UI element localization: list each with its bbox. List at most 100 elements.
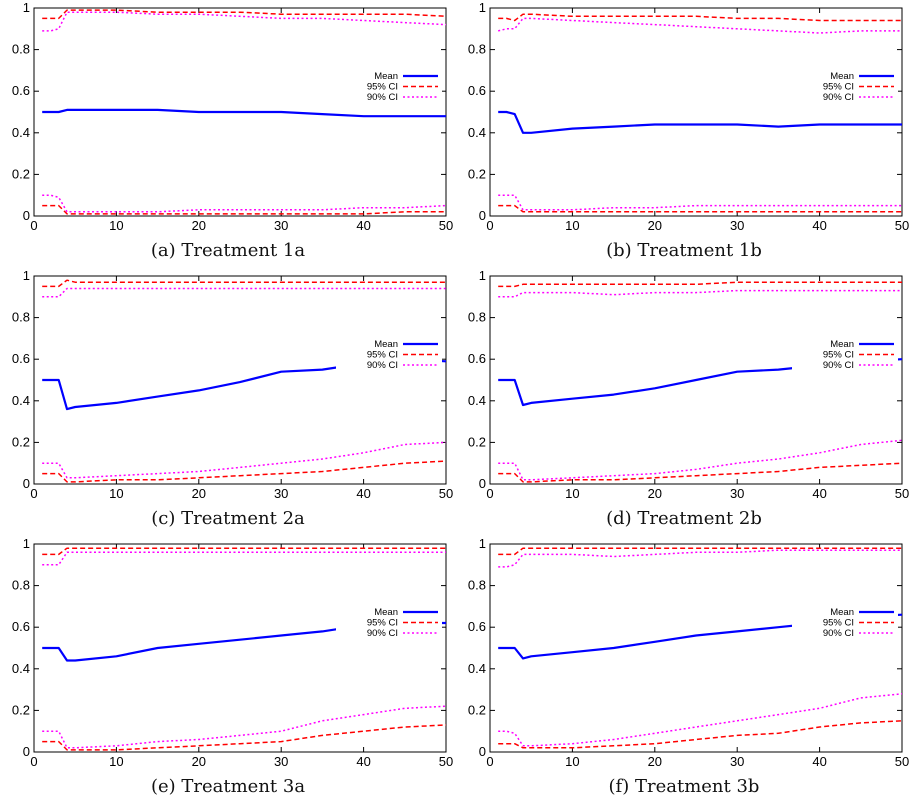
legend-label: 95% CI <box>823 618 854 629</box>
y-tick-label: 0.6 <box>468 351 486 366</box>
legend-box <box>336 68 442 102</box>
x-tick-label: 40 <box>356 218 370 233</box>
legend-box <box>336 604 442 638</box>
legend-label: Mean <box>374 71 398 82</box>
x-tick-label: 10 <box>109 218 123 233</box>
legend-label: 90% CI <box>367 92 398 103</box>
x-tick-label: 40 <box>812 754 826 769</box>
legend-label: Mean <box>830 607 854 618</box>
series-line-95-ci-upper <box>498 547 902 556</box>
x-tick-label: 30 <box>730 218 744 233</box>
x-tick-label: 30 <box>730 754 744 769</box>
plot-frame <box>33 275 447 485</box>
x-tick-label: 0 <box>30 486 37 501</box>
chart-caption: (e) Treatment 3a <box>0 776 456 797</box>
chart-caption: (f) Treatment 3b <box>456 776 912 797</box>
y-tick-label: 0 <box>23 208 30 223</box>
series-line-95-ci-upper <box>498 281 902 288</box>
x-tick-label: 20 <box>648 486 662 501</box>
y-tick-label: 0 <box>479 208 486 223</box>
legend-label: Mean <box>374 607 398 618</box>
y-tick-label: 1 <box>479 268 486 283</box>
y-tick-label: 1 <box>479 536 486 551</box>
legend-box <box>792 604 898 638</box>
x-tick-label: 40 <box>812 218 826 233</box>
y-tick-label: 0.4 <box>468 393 486 408</box>
legend-box <box>792 68 898 102</box>
x-tick-label: 50 <box>439 486 453 501</box>
x-tick-label: 40 <box>356 754 370 769</box>
series-line-90-ci-upper <box>498 549 902 568</box>
series-line-95-ci-upper <box>498 13 902 22</box>
x-tick-label: 0 <box>486 218 493 233</box>
legend-label: 90% CI <box>823 92 854 103</box>
plot-frame <box>33 7 447 217</box>
series-line-95-ci-lower <box>498 720 903 749</box>
plot-frame <box>489 275 903 485</box>
legend-label: 95% CI <box>367 350 398 361</box>
caption-title: Treatment 2a <box>181 508 305 529</box>
caption-label: (e) <box>150 776 176 797</box>
legend-label: 90% CI <box>823 628 854 639</box>
caption-title: Treatment 3b <box>634 776 760 797</box>
y-tick-label: 0.4 <box>12 125 30 140</box>
series-line-90-ci-lower <box>42 705 447 749</box>
x-tick-label: 10 <box>565 218 579 233</box>
legend-label: 95% CI <box>823 350 854 361</box>
x-tick-label: 10 <box>109 486 123 501</box>
series-line-95-ci-lower <box>42 724 447 751</box>
x-tick-label: 30 <box>274 486 288 501</box>
caption-label: (f) <box>608 776 630 797</box>
y-tick-label: 0.2 <box>468 702 486 717</box>
y-tick-label: 0.2 <box>12 166 30 181</box>
x-tick-label: 20 <box>192 754 206 769</box>
chart-panel-2: 0 10 20 30 40 50 0 0.2 0.4 0.6 0.8 1 Mean 95% CI 90% C… <box>456 0 912 266</box>
y-tick-label: 0.4 <box>12 393 30 408</box>
caption-title: Treatment 3a <box>181 776 306 797</box>
plot-frame <box>33 543 447 753</box>
y-tick-label: 0.6 <box>12 351 30 366</box>
x-tick-label: 20 <box>192 486 206 501</box>
legend-label: Mean <box>830 71 854 82</box>
y-tick-label: 0.8 <box>12 310 30 325</box>
x-tick-label: 20 <box>192 218 206 233</box>
y-tick-label: 0.2 <box>12 434 30 449</box>
y-tick-label: 1 <box>479 0 486 15</box>
chart-caption: (b) Treatment 1b <box>456 240 912 261</box>
y-tick-label: 0.6 <box>468 619 486 634</box>
series-line-90-ci-upper <box>498 289 902 298</box>
series-line-95-ci-upper <box>42 547 446 556</box>
y-tick-label: 0.4 <box>468 661 486 676</box>
chart-caption: (c) Treatment 2a <box>0 508 456 529</box>
x-tick-label: 10 <box>565 486 579 501</box>
y-tick-label: 1 <box>23 0 30 15</box>
series-line-95-ci-lower <box>498 204 902 213</box>
y-tick-label: 0.4 <box>468 125 486 140</box>
series-line-90-ci-upper <box>42 11 447 32</box>
series-line-95-ci-lower <box>42 204 446 215</box>
legend-label: Mean <box>374 339 398 350</box>
plot-frame <box>489 543 903 753</box>
legend-box <box>792 336 898 370</box>
series-line-95-ci-lower <box>42 460 447 483</box>
series-line-90-ci-lower <box>498 439 903 481</box>
legend-label: Mean <box>830 339 854 350</box>
x-tick-label: 0 <box>486 486 493 501</box>
chart-panel-5: 0 10 20 30 40 50 0 0.2 0.4 0.6 0.8 1 Mean 95% CI 90% C… <box>0 536 456 802</box>
y-tick-label: 0.4 <box>12 661 30 676</box>
series-line-90-ci-upper <box>498 17 902 34</box>
chart-caption: (d) Treatment 2b <box>456 508 912 529</box>
caption-label: (a) <box>150 240 176 261</box>
x-tick-label: 50 <box>895 218 909 233</box>
series-line-95-ci-upper <box>42 279 446 288</box>
y-tick-label: 1 <box>23 268 30 283</box>
legend-label: 95% CI <box>823 82 854 93</box>
